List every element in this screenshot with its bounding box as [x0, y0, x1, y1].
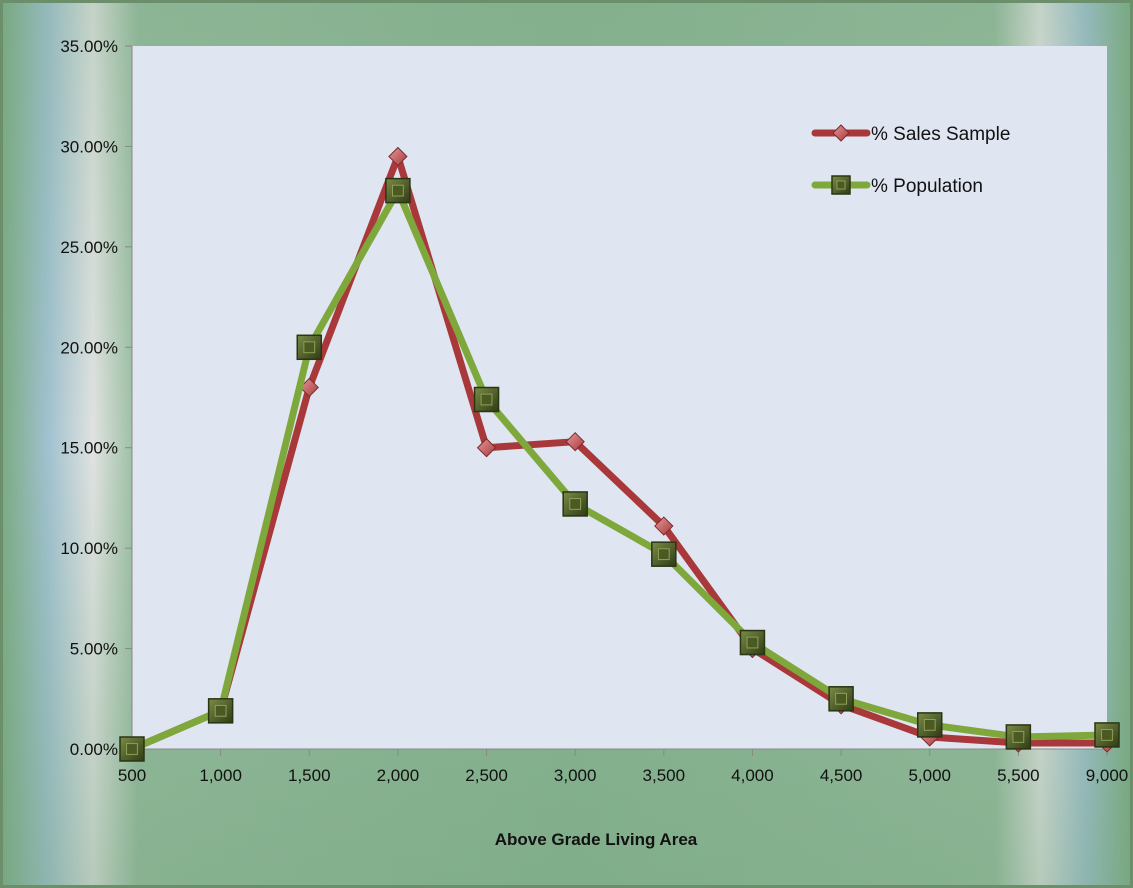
data-point	[119, 736, 145, 762]
data-point	[1094, 722, 1120, 748]
data-point	[916, 712, 943, 738]
x-tick-label: 5,500	[997, 766, 1040, 785]
data-point	[207, 698, 234, 724]
data-point	[739, 629, 766, 656]
x-tick-label: 4,500	[820, 766, 863, 785]
plot-area	[132, 46, 1107, 749]
legend-item: % Sales Sample	[811, 124, 1010, 145]
y-tick-label: 35.00%	[60, 37, 118, 56]
x-tick-label: 2,500	[465, 766, 508, 785]
y-tick-label: 0.00%	[70, 740, 118, 759]
x-tick-label: 2,000	[377, 766, 420, 785]
legend: % Sales Sample % Population	[811, 124, 1010, 197]
series-layer	[119, 146, 1120, 762]
x-axis: 500 1,000 1,500 2,000 2,500 3,000 3,500 4,000 4,…	[118, 748, 1129, 785]
x-tick-label: 500	[118, 766, 146, 785]
x-tick-label: 3,000	[554, 766, 597, 785]
data-point	[654, 516, 674, 536]
legend-label: % Sales Sample	[871, 124, 1010, 145]
data-point	[651, 541, 677, 567]
data-point	[296, 334, 323, 361]
x-tick-label: 1,000	[199, 766, 242, 785]
legend-item: % Population	[811, 175, 983, 197]
y-axis: 0.00% 5.00% 10.00% 15.00% 20.00% 25.00% 30.00%…	[60, 37, 133, 759]
data-point	[562, 491, 588, 517]
legend-marker	[832, 124, 850, 142]
data-point	[388, 146, 408, 167]
x-tick-label: 9,000	[1086, 766, 1129, 785]
series-line	[128, 152, 1111, 753]
legend-marker	[831, 175, 851, 195]
x-tick-label: 5,000	[908, 766, 951, 785]
data-point	[1005, 724, 1032, 750]
x-tick-label: 4,000	[731, 766, 774, 785]
y-tick-label: 15.00%	[60, 439, 118, 458]
x-axis-title: Above Grade Living Area	[495, 830, 698, 849]
x-tick-label: 3,500	[643, 766, 686, 785]
data-point	[473, 386, 500, 413]
y-tick-label: 25.00%	[60, 238, 118, 257]
series-line	[128, 187, 1111, 753]
y-tick-label: 30.00%	[60, 137, 118, 156]
x-tick-label: 1,500	[288, 766, 331, 785]
y-tick-label: 5.00%	[70, 640, 118, 659]
series-2	[119, 177, 1120, 762]
data-point	[565, 431, 585, 452]
y-tick-label: 10.00%	[60, 539, 118, 558]
data-point	[385, 177, 411, 204]
legend-label: % Population	[871, 176, 983, 197]
data-point	[476, 438, 497, 458]
y-tick-label: 20.00%	[60, 338, 118, 357]
data-point	[828, 686, 854, 712]
